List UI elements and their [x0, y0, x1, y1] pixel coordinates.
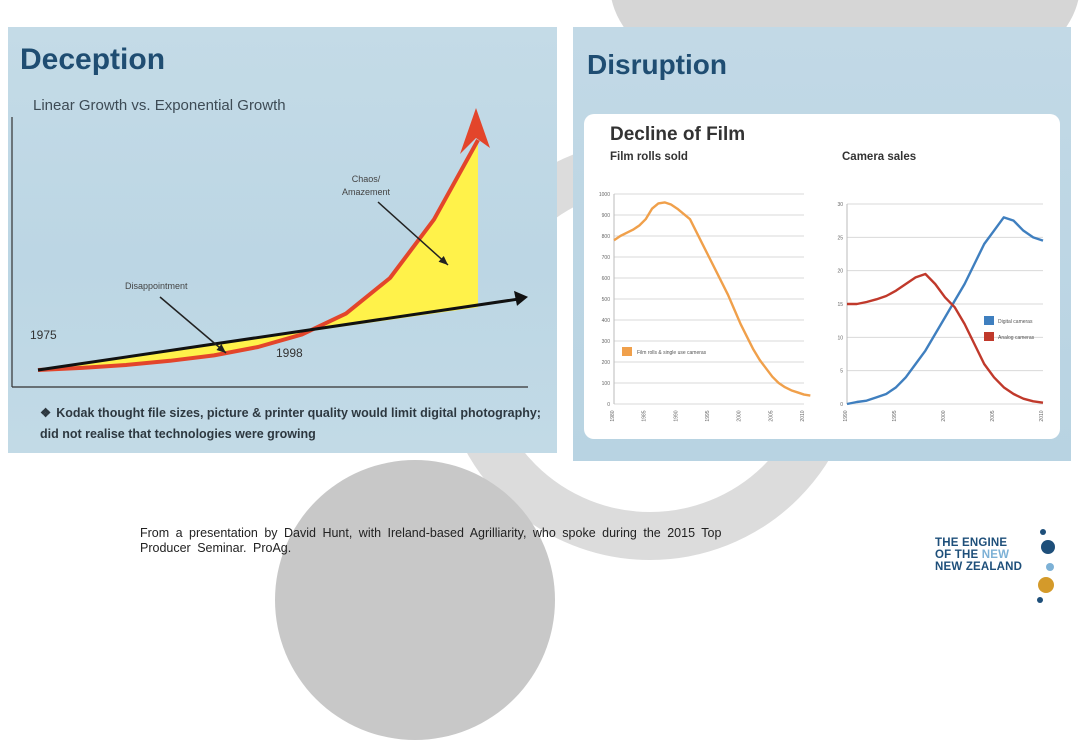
camera-xtick-label: 1990 — [843, 410, 849, 421]
camera-ytick-label: 20 — [837, 269, 843, 275]
pointer-chaos — [377, 201, 449, 266]
logo-line: THE ENGINE — [935, 537, 1008, 549]
pointer-disappointment — [159, 296, 227, 354]
camera-sales-chart: 0 5 10 15 20 25 30 1990 1995 2000 2005 2010 Digital … — [837, 202, 1045, 422]
logo-line: OF THE — [935, 549, 982, 561]
film-xtick-label: 2010 — [800, 410, 806, 421]
camera-ytick-label: 25 — [837, 235, 843, 241]
annotation-1975: 1975 — [30, 328, 57, 342]
bullet-text: Kodak thought file sizes, picture & prin… — [40, 406, 541, 441]
camera-legend-swatch — [984, 316, 994, 325]
background-circle — [275, 460, 555, 740]
film-ytick-label: 0 — [607, 402, 610, 408]
film-xtick-label: 1995 — [705, 410, 711, 421]
camera-chart-title: Camera sales — [842, 151, 917, 163]
decline-of-film-panel: Decline of Film Film rolls sold Camera s… — [584, 114, 1060, 439]
caption: From a presentation by David Hunt, with … — [140, 526, 722, 555]
exponential-arrowhead — [460, 108, 490, 154]
annotation-disappointment: Disappointment — [125, 281, 188, 291]
film-ytick-label: 1000 — [599, 192, 610, 198]
deception-slide: Deception Linear Growth vs. Exponential … — [8, 27, 557, 453]
slide-title: Deception — [20, 43, 166, 76]
film-xtick-label: 2000 — [737, 410, 743, 421]
bullet-point: ❖ Kodak thought file sizes, picture & pri… — [40, 403, 555, 445]
annotation-1998: 1998 — [276, 346, 303, 360]
camera-ytick-label: 0 — [840, 402, 843, 408]
film-xtick-label: 1990 — [673, 410, 679, 421]
panel-title: Decline of Film — [610, 124, 746, 145]
camera-xtick-label: 2000 — [941, 410, 947, 421]
film-ytick-label: 700 — [602, 255, 611, 261]
linear-arrowhead — [514, 290, 528, 306]
film-chart-title: Film rolls sold — [610, 151, 688, 163]
disruption-slide: Disruption Decline of Film Film rolls so… — [573, 27, 1071, 461]
annotation-amazement: Amazement — [342, 187, 391, 197]
camera-ytick-label: 30 — [837, 202, 843, 208]
film-series-line — [613, 201, 811, 397]
camera-xtick-label: 2005 — [990, 410, 996, 421]
camera-ytick-label: 10 — [837, 335, 843, 341]
camera-legend-label: Analog cameras — [998, 335, 1035, 341]
pointer-chaos-head — [438, 255, 448, 265]
slide-title: Disruption — [587, 49, 727, 80]
camera-xtick-label: 2010 — [1039, 410, 1045, 421]
film-ytick-label: 300 — [602, 339, 611, 345]
film-legend-swatch — [622, 347, 632, 356]
logo-line: NEW ZEALAND — [935, 561, 1023, 573]
growth-chart: 1975 1998 Disappointment Chaos/Amazement — [11, 108, 528, 388]
film-ytick-label: 100 — [602, 381, 611, 387]
film-legend-label: Film rolls & single use cameras — [637, 350, 707, 356]
film-ytick-label: 500 — [602, 297, 611, 303]
linear-line — [37, 297, 521, 372]
camera-ytick-label: 5 — [840, 369, 843, 375]
film-ytick-label: 600 — [602, 276, 611, 282]
film-ytick-label: 400 — [602, 318, 611, 324]
exponential-curve — [37, 139, 480, 372]
engine-nz-logo: THE ENGINE OF THE NEW NEW ZEALAND — [935, 527, 1075, 607]
film-xtick-label: 1985 — [642, 410, 648, 421]
camera-ytick-label: 15 — [837, 302, 843, 308]
logo-text: THE ENGINE OF THE NEW NEW ZEALAND — [935, 537, 1022, 573]
annotation-chaos: Chaos/ — [352, 174, 381, 184]
camera-legend-label: Digital cameras — [998, 319, 1033, 325]
camera-xtick-label: 1995 — [892, 410, 898, 421]
film-xtick-label: 2005 — [768, 410, 774, 421]
film-ytick-label: 200 — [602, 360, 611, 366]
film-rolls-chart: 0 100 200 300 400 500 600 700 800 900 1000 1980 1985… — [599, 192, 811, 422]
logo-line-highlight: NEW — [981, 549, 1010, 561]
gap-area — [38, 140, 478, 370]
film-ytick-label: 800 — [602, 234, 611, 240]
pointer-disappointment-head — [216, 344, 226, 353]
film-xtick-label: 1980 — [610, 410, 616, 421]
camera-series-line — [846, 216, 1044, 406]
chart-subtitle: Linear Growth vs. Exponential Growth — [33, 97, 286, 114]
camera-legend-swatch — [984, 332, 994, 341]
bullet-icon: ❖ — [40, 406, 52, 420]
camera-series-line — [847, 272, 1044, 404]
logo-dots-icon — [1037, 529, 1055, 603]
film-ytick-label: 900 — [602, 213, 611, 219]
